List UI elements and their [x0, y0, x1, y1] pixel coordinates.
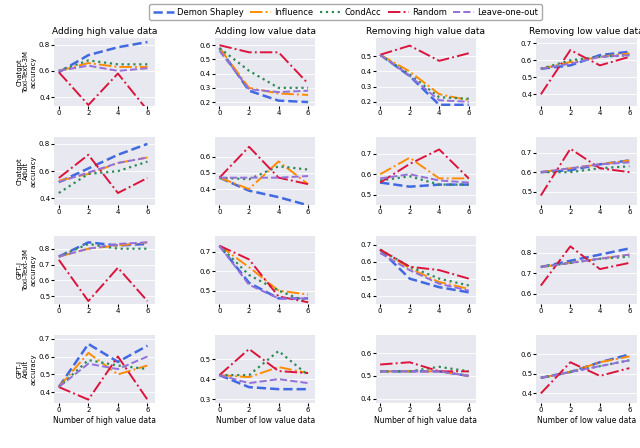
Y-axis label: Chatgpt
Adult
accuracy: Chatgpt Adult accuracy	[16, 155, 36, 187]
Title: Adding high value data: Adding high value data	[52, 27, 157, 36]
Title: Removing high value data: Removing high value data	[367, 27, 485, 36]
X-axis label: Number of high value data: Number of high value data	[374, 416, 477, 425]
Y-axis label: GPT-J
Toxi-Text-3M
accuracy: GPT-J Toxi-Text-3M accuracy	[16, 249, 36, 291]
Legend: Demon Shapley, Influence, CondAcc, Random, Leave-one-out: Demon Shapley, Influence, CondAcc, Rando…	[149, 4, 542, 20]
X-axis label: Number of low value data: Number of low value data	[537, 416, 636, 425]
Y-axis label: Chatgpt
Toxi-Text-3M
accuracy: Chatgpt Toxi-Text-3M accuracy	[16, 51, 36, 93]
Y-axis label: GPT-J
Adult
accuracy: GPT-J Adult accuracy	[16, 353, 36, 385]
Title: Removing low value data: Removing low value data	[529, 27, 640, 36]
X-axis label: Number of low value data: Number of low value data	[216, 416, 315, 425]
Title: Adding low value data: Adding low value data	[215, 27, 316, 36]
X-axis label: Number of high value data: Number of high value data	[53, 416, 156, 425]
